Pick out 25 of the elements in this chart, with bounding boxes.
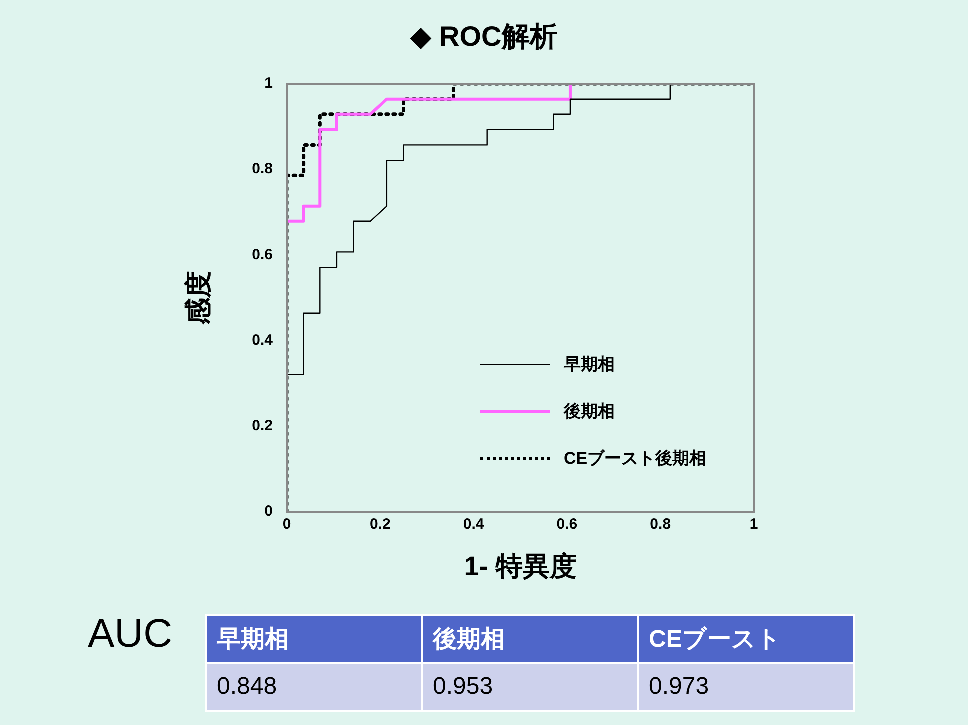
chart-title: ◆ ROC解析 bbox=[409, 20, 559, 54]
text: AUC bbox=[88, 612, 172, 657]
x-tick-label: 0.6 bbox=[556, 516, 578, 534]
text: CEブースト bbox=[638, 615, 854, 663]
x-axis-title: 1- 特異度 bbox=[464, 551, 577, 582]
text: 後期相 bbox=[422, 615, 638, 663]
y-tick-label: 0.6 bbox=[252, 246, 273, 264]
text: 0.953 bbox=[422, 663, 638, 711]
x-tick-label: 0 bbox=[282, 516, 292, 534]
legend-label: 早期相 bbox=[564, 354, 615, 376]
x-tick-label: 1 bbox=[750, 516, 758, 534]
text: 早期相 bbox=[206, 615, 422, 663]
x-tick-label: 0.4 bbox=[463, 516, 485, 534]
x-tick-label: 0.2 bbox=[370, 516, 391, 534]
y-tick-label: 0 bbox=[264, 503, 273, 520]
y-tick-label: 0.8 bbox=[252, 160, 273, 178]
y-tick-label: 0.2 bbox=[252, 418, 273, 435]
y-tick-label: 0.4 bbox=[252, 332, 274, 349]
y-axis-title: 感度 bbox=[184, 271, 214, 326]
text: 0.848 bbox=[206, 663, 422, 711]
legend-label: 後期相 bbox=[564, 401, 615, 423]
text: 0.973 bbox=[638, 663, 854, 711]
legend-label: CEブースト後期相 bbox=[564, 448, 707, 470]
y-tick-label: 1 bbox=[264, 75, 273, 92]
x-tick-label: 0.8 bbox=[650, 516, 672, 534]
